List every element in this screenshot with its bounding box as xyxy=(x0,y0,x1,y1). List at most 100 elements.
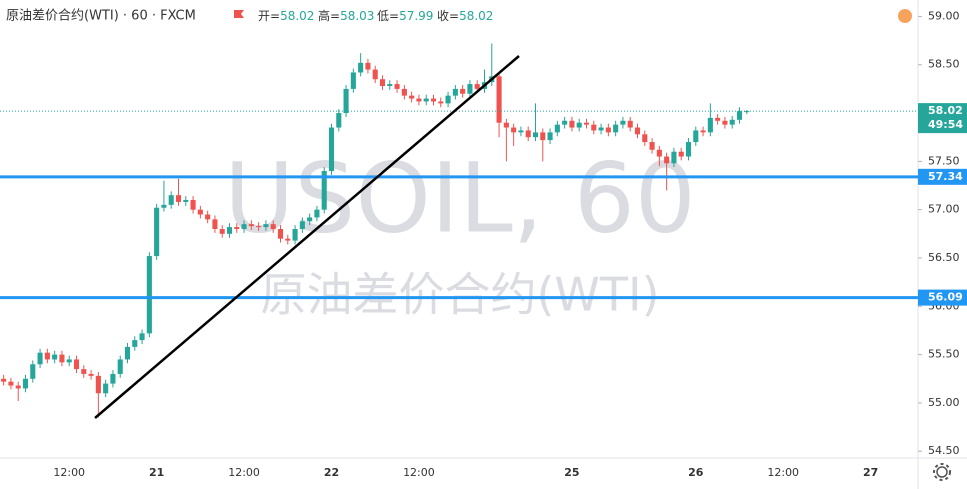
candle-body xyxy=(365,62,371,70)
candle-body xyxy=(183,200,189,202)
y-tick-label: 54.50 xyxy=(928,444,960,457)
candle-body xyxy=(736,111,743,120)
candle-body xyxy=(248,224,254,227)
candle-body xyxy=(729,119,735,125)
y-tick-label: 58.50 xyxy=(928,58,960,71)
candle-body xyxy=(139,333,145,341)
candle-body xyxy=(496,76,502,123)
countdown: 49:54 xyxy=(928,118,963,131)
ohlc-header: 开=58.02 高=58.03 低=57.99 收=58.02 xyxy=(258,8,493,23)
y-tick-label: 55.50 xyxy=(928,348,960,361)
x-tick-label: 22 xyxy=(324,466,339,479)
last-price-label: 58.02 xyxy=(928,104,963,117)
candle-body xyxy=(1,378,7,382)
candle-body xyxy=(285,238,291,241)
candle-body xyxy=(146,256,152,334)
candle-body xyxy=(547,132,553,141)
candle-body xyxy=(605,127,611,133)
candle-body xyxy=(474,84,480,89)
candle-body xyxy=(722,120,728,125)
candle-body xyxy=(379,79,386,86)
x-tick-label: 12:00 xyxy=(228,466,260,479)
x-tick-label: 25 xyxy=(564,466,579,479)
hline-label-bg xyxy=(918,289,967,306)
x-tick-label: 27 xyxy=(863,466,878,479)
candle-body xyxy=(525,130,531,138)
candle-body xyxy=(649,142,655,150)
candle-body xyxy=(256,226,262,228)
last-price-bg xyxy=(918,103,967,134)
hline-label: 56.09 xyxy=(928,291,963,304)
candle-body xyxy=(387,84,393,86)
low-label: 低= xyxy=(377,9,399,23)
y-tick-label: 56.50 xyxy=(928,251,960,264)
candle-body xyxy=(372,69,378,80)
candle-body xyxy=(277,229,284,239)
y-tick-label: 57.50 xyxy=(928,154,960,167)
candle-body xyxy=(503,122,509,128)
candle-body xyxy=(430,98,437,102)
candle-body xyxy=(452,88,458,96)
candle-body xyxy=(95,375,101,394)
candle-body xyxy=(219,229,225,234)
candle-body xyxy=(700,130,706,133)
candle-body xyxy=(197,209,203,215)
candle-body xyxy=(678,151,684,157)
candle-body xyxy=(438,101,444,104)
candle-body xyxy=(394,84,400,89)
watermark-symbol: USOIL, 60 xyxy=(224,142,696,254)
candle-body xyxy=(263,224,269,228)
candle-body xyxy=(409,95,415,99)
flag-icon[interactable] xyxy=(234,10,244,18)
candle-body xyxy=(190,200,196,210)
high-label: 高= xyxy=(318,8,340,23)
candle-body xyxy=(168,195,174,205)
candle-body xyxy=(656,149,662,157)
candle-body xyxy=(358,62,364,73)
candle-body xyxy=(44,352,50,360)
candle-body xyxy=(591,124,597,131)
candle-body xyxy=(103,383,109,394)
candle-body xyxy=(467,84,473,94)
x-tick-label: 26 xyxy=(688,466,704,479)
hline-label: 57.34 xyxy=(928,170,963,183)
candle-body xyxy=(292,229,298,241)
settings-icon[interactable] xyxy=(933,463,951,481)
candle-body xyxy=(270,224,276,229)
candle-body xyxy=(234,227,240,229)
candle-body xyxy=(212,219,218,229)
candle-body xyxy=(416,98,422,102)
candle-body xyxy=(613,124,619,133)
candle-body xyxy=(620,120,626,125)
candle-body xyxy=(336,113,342,128)
candle-body xyxy=(518,130,524,133)
candle-body xyxy=(124,346,131,360)
candle-body xyxy=(634,127,641,135)
candle-body xyxy=(52,354,58,360)
x-tick-label: 12:00 xyxy=(403,466,435,479)
candle-body xyxy=(81,369,87,374)
x-tick-label: 12:00 xyxy=(767,466,799,479)
x-tick-label: 12:00 xyxy=(53,466,85,479)
plot xyxy=(0,43,918,418)
gear-ring xyxy=(936,466,948,478)
candle-body xyxy=(693,130,699,143)
candle-body xyxy=(22,378,29,389)
close-value: 58.02 xyxy=(459,9,493,23)
candle-body xyxy=(350,72,356,89)
candle-body xyxy=(88,373,94,376)
candle-body xyxy=(307,217,313,222)
open-label: 开= xyxy=(258,9,280,23)
candle-body xyxy=(642,134,648,143)
candle-body xyxy=(401,88,407,96)
candle-body xyxy=(707,117,713,133)
candle-body xyxy=(205,214,211,220)
candle-body xyxy=(8,381,14,386)
candle-body xyxy=(30,364,36,379)
low-value: 57.99 xyxy=(399,9,433,23)
alert-icon[interactable] xyxy=(898,9,912,23)
candle-body xyxy=(161,204,167,208)
candle-body xyxy=(321,171,327,210)
candle-body xyxy=(540,132,546,141)
close-label: 收= xyxy=(437,9,459,23)
